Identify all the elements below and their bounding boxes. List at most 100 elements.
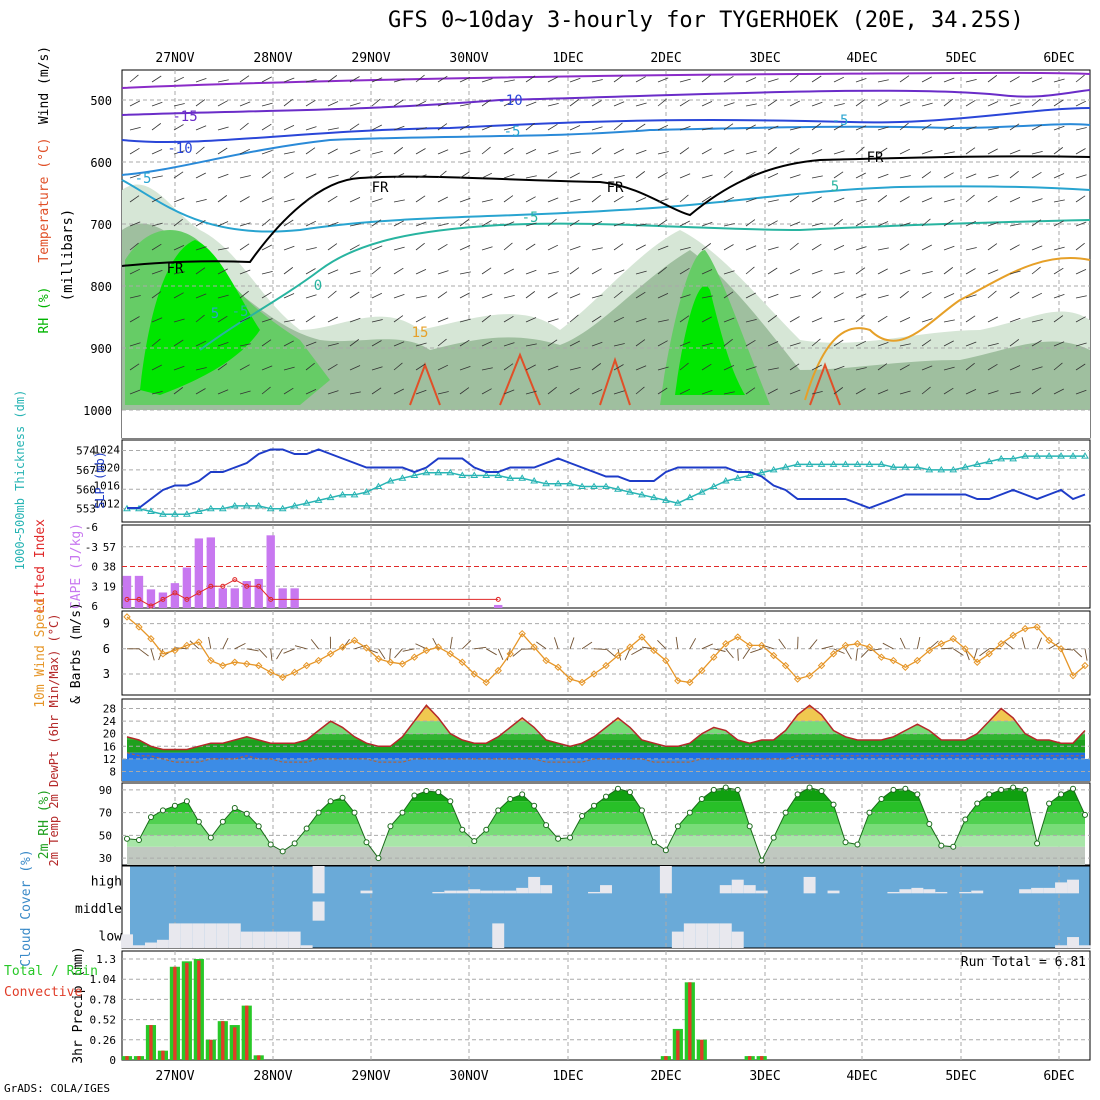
wind-barb [503, 79, 515, 83]
wind-barb [503, 126, 515, 131]
slp-line [127, 448, 1086, 510]
cloud-bar-low [216, 923, 229, 948]
rh-point [147, 814, 154, 821]
wind-barb [305, 126, 317, 131]
wind-barb [349, 270, 361, 275]
wind-speed-point [506, 650, 514, 658]
wind-barb [327, 390, 339, 395]
lifted-index-point [244, 583, 250, 589]
rh-point [950, 843, 957, 850]
precip-convective-bar [759, 1056, 764, 1060]
wind-barb [481, 388, 492, 395]
cloud-bar-high [432, 891, 445, 894]
wind-barb [569, 172, 580, 179]
date-label-bottom: 2DEC [650, 1069, 681, 1084]
wind-speed-point [662, 656, 670, 665]
wind-barb [371, 245, 383, 251]
wind-barb [833, 318, 845, 323]
wind-barb [283, 387, 294, 395]
thickness-point [853, 460, 862, 467]
rh-point [902, 785, 909, 792]
wind-barb [789, 242, 799, 251]
wind-barb [833, 387, 844, 395]
wind-barb [750, 648, 762, 654]
wind-barb [503, 221, 515, 227]
rh-point [183, 798, 190, 805]
cloud-bar-high [312, 866, 325, 894]
wind-barb [723, 291, 734, 299]
cape-tick: 38 [103, 561, 116, 574]
wind-speed-point [889, 656, 898, 665]
cloud-bar-high [588, 891, 601, 894]
wind-barb [217, 342, 229, 347]
wind-barb [327, 316, 338, 323]
wind-barb [987, 195, 998, 203]
wind-barb [173, 76, 185, 83]
wind-barb [965, 78, 977, 83]
wind-barb [979, 648, 990, 657]
wind-barb [393, 125, 405, 131]
cape-bar [146, 589, 156, 608]
wind-barb [987, 101, 999, 107]
rh-point [710, 786, 717, 793]
wind-barb [921, 76, 932, 83]
wind-barb [921, 150, 933, 155]
wind-barb [283, 366, 295, 371]
thickness-point [961, 463, 970, 470]
wind-barb [943, 319, 955, 323]
pressure-tick: 800 [90, 280, 112, 294]
wind-barb [811, 196, 822, 203]
wind-barb [1053, 220, 1064, 227]
cloud-bar-high [528, 876, 541, 894]
pressure-tick: 500 [90, 94, 112, 108]
precip-tick: 0.78 [90, 993, 117, 1006]
wind-speed-point [817, 661, 826, 670]
cloud-bar-high [755, 890, 768, 894]
wind-barb [767, 267, 778, 275]
wind-barb [129, 363, 140, 371]
wind-barb [305, 173, 317, 179]
wind-barb [987, 148, 998, 155]
wind-barb [877, 195, 888, 203]
thickness-axis-label: 1000~500mb Thickness (dm) [13, 390, 27, 571]
wind-barb [811, 390, 823, 395]
thickness-point [661, 496, 670, 503]
thickness-point [638, 490, 646, 498]
wind-barb [591, 79, 603, 83]
cloud-bar-high [935, 891, 948, 894]
wind-speed-point [183, 641, 191, 650]
wind-speed-point [674, 677, 682, 685]
wind-barb [1053, 78, 1065, 83]
wind-barb [855, 267, 866, 275]
wind-barb [1053, 246, 1065, 251]
wind-barb [742, 648, 751, 660]
wind-barb [1031, 219, 1042, 227]
cloud-bar-low [719, 923, 732, 948]
wind-barb [921, 291, 932, 299]
wind-barb [811, 222, 823, 227]
wind-barb [833, 103, 845, 107]
wind-barb [657, 387, 668, 395]
wind-barb [283, 124, 295, 131]
wind-barb [767, 199, 779, 203]
wind-barb [965, 247, 977, 251]
wind-barb [943, 340, 954, 347]
wind-barb [965, 220, 977, 227]
cape-bar [206, 537, 216, 608]
wind-speed-point [757, 641, 766, 650]
cloud-bar-high [456, 890, 469, 894]
wind-barb [305, 194, 315, 203]
wind-barb [877, 268, 888, 275]
lifted-index-point [160, 596, 166, 602]
wind-barb [929, 640, 939, 650]
thickness-point [697, 488, 706, 495]
wind-barb [679, 246, 691, 251]
wind-barb [371, 319, 383, 323]
wind-barb [151, 338, 161, 347]
wind-barb [349, 170, 359, 179]
wind-barb [283, 267, 294, 275]
wind-barb [767, 293, 779, 299]
wind-barb [547, 76, 558, 83]
wind-barb [151, 149, 163, 155]
cloud-bar-low [156, 939, 169, 948]
